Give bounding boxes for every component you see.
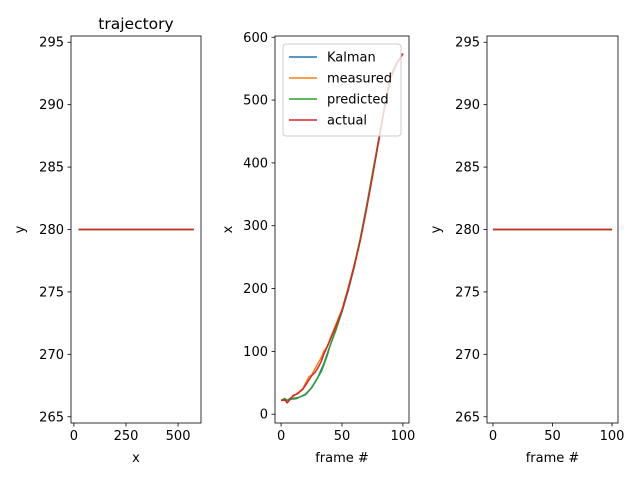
x-axis-label: frame # [315,451,369,466]
y-tick-label: 100 [243,345,268,360]
x-axis-label: x [132,451,140,466]
chart-panel-1: 0 250 500 265 270 275 280 285 290 295 x y trajectory [13,15,202,466]
y-tick-label: 600 [243,31,268,46]
y-tick-label: 500 [243,94,268,109]
x-axis-label: frame # [526,451,580,466]
y-tick-label: 285 [39,161,64,176]
y-tick-label: 295 [455,36,480,51]
series-line-actual [280,53,404,404]
legend-label: predicted [327,93,389,108]
chart-title: trajectory [98,15,173,33]
y-tick-label: 400 [243,156,268,171]
y-tick-label: 295 [39,36,64,51]
y-axis-label: x [221,225,236,233]
y-tick-label: 275 [455,285,480,300]
y-tick-label: 290 [455,98,480,113]
y-tick-label: 0 [260,408,268,423]
y-tick-label: 280 [455,223,480,238]
y-axis-label: y [13,225,28,233]
legend-label: measured [327,72,392,87]
x-tick-label: 50 [544,429,561,444]
y-tick-label: 275 [39,285,64,300]
y-tick-label: 265 [455,410,480,425]
chart-panel-3: 0 50 100 265 270 275 280 285 290 295 frame # y [429,35,625,466]
y-tick-label: 300 [243,219,268,234]
x-tick-label: 500 [166,429,191,444]
x-tick-label: 100 [600,429,625,444]
legend-label: Kalman [327,51,376,66]
legend-box [282,43,402,137]
chart-panel-2: 0 50 100 0 100 200 300 400 500 600 frame # x Kalman m… [221,31,415,466]
x-tick-label: 100 [390,429,415,444]
legend-label: actual [327,114,367,129]
y-tick-label: 265 [39,410,64,425]
y-tick-label: 200 [243,282,268,297]
y-tick-label: 270 [39,348,64,363]
legend: Kalman measured predicted actual [282,43,402,137]
x-tick-label: 0 [277,429,285,444]
x-tick-label: 250 [114,429,139,444]
y-tick-label: 270 [455,348,480,363]
y-tick-label: 285 [455,161,480,176]
y-axis-label: y [429,225,444,233]
y-tick-label: 290 [39,98,64,113]
x-tick-label: 0 [489,429,497,444]
x-tick-label: 50 [334,429,351,444]
y-tick-label: 280 [39,223,64,238]
x-tick-label: 0 [70,429,78,444]
